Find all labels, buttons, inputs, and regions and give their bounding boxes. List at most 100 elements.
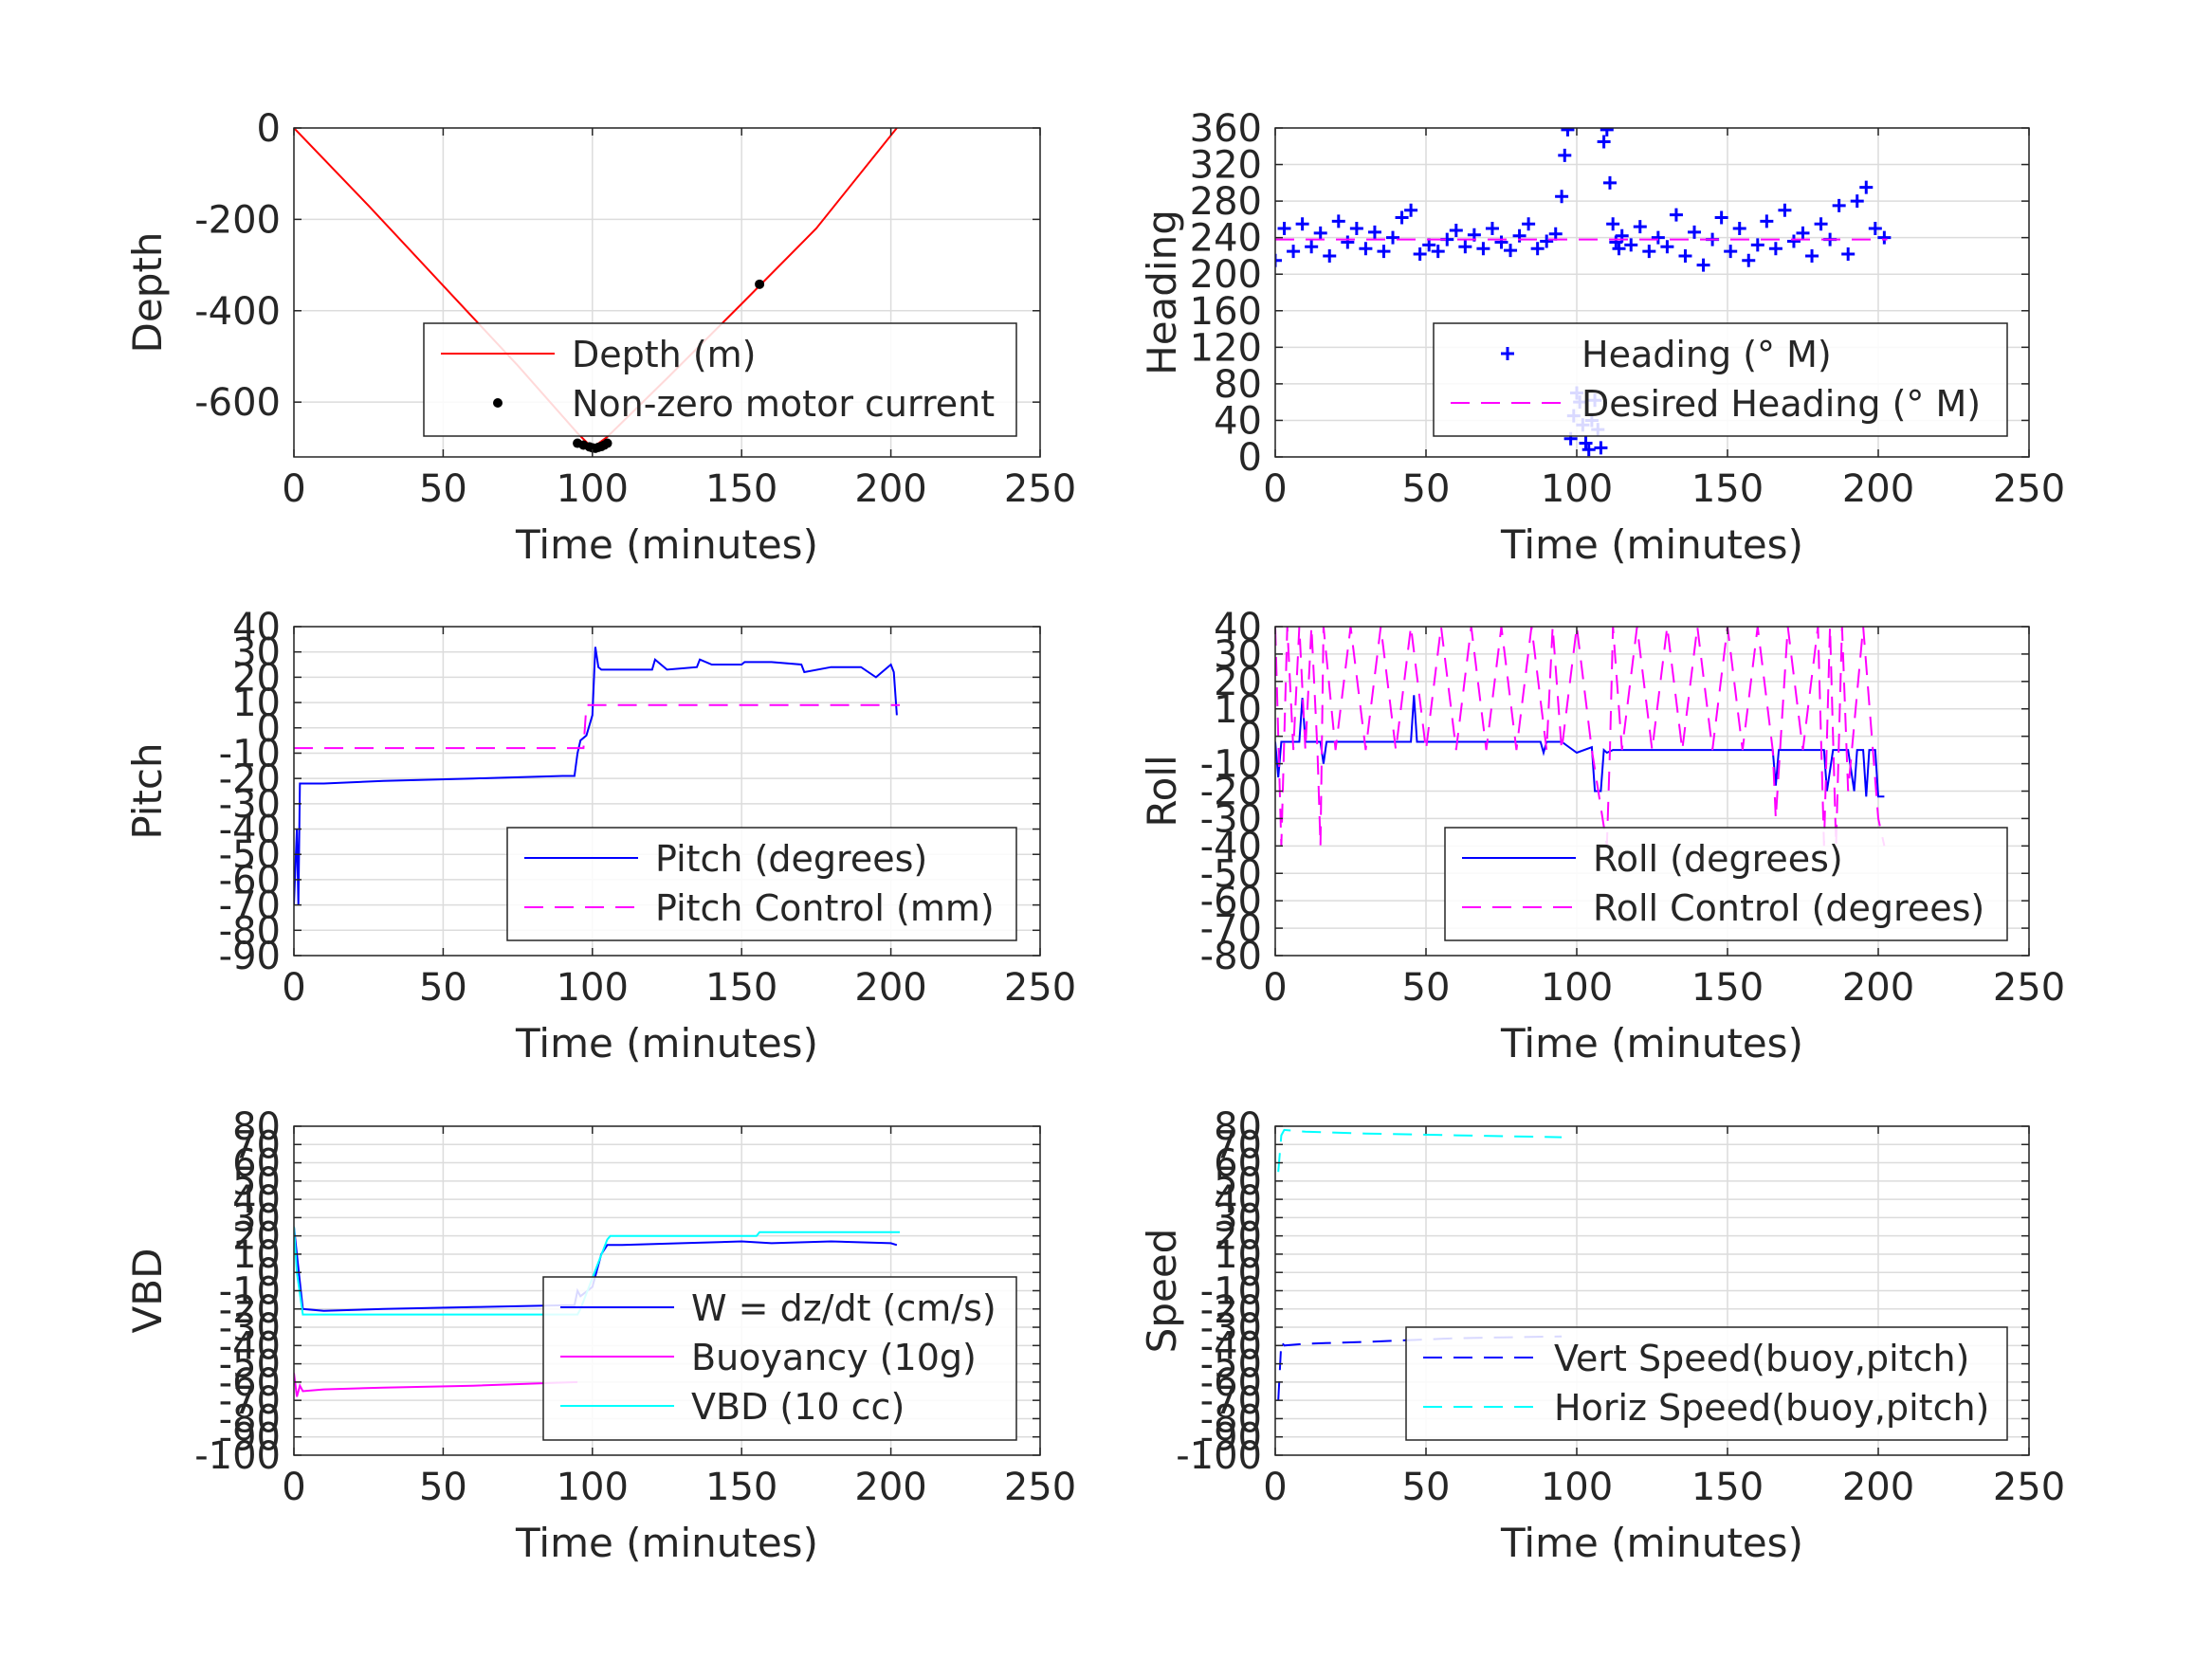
legend-box [542,1276,1017,1441]
y-tick-label: 0 [1238,716,1262,759]
legend-label: Roll Control (degrees) [1593,887,1984,929]
data-point [1341,235,1355,249]
data-point [1633,220,1647,234]
legend-label: VBD (10 cc) [691,1386,905,1428]
y-tick-label: -50 [219,833,281,877]
y-tick-label: 40 [1214,399,1262,443]
y-tick-label: -100 [1176,1434,1262,1478]
data-point [1561,128,1575,137]
y-tick-label: 30 [232,1196,281,1240]
data-point [1602,175,1617,190]
data-point [1504,244,1518,258]
y-tick-label: 20 [232,1215,281,1259]
y-tick-label: -80 [219,1397,281,1441]
x-tick-label: 250 [1993,467,2065,511]
data-point [1732,222,1746,236]
x-axis-label: Time (minutes) [1500,1020,1803,1066]
x-axis-label: Time (minutes) [515,1520,818,1566]
data-point [1476,242,1490,256]
y-tick-label: -70 [219,884,281,928]
x-tick-label: 50 [1402,1466,1451,1509]
legend: W = dz/dt (cm/s) Buoyancy (10g) VBD (10 cc… [542,1276,1017,1441]
y-tick-label: -20 [219,757,281,801]
y-tick-label: -70 [1200,1379,1262,1423]
data-point [1594,441,1608,455]
x-tick-label: 100 [557,966,629,1010]
y-tick-label: 40 [232,1178,281,1222]
x-tick-label: 150 [1691,467,1764,511]
y-tick-label: 70 [1214,1123,1262,1167]
legend-label: Heading (° M) [1581,334,1832,375]
chart-panel-3: 0 50 100 150 200 250403020100-10-20-30-40-50-… [124,606,1076,1066]
x-tick-label: 50 [419,467,467,511]
x-tick-label: 150 [1691,1466,1764,1509]
y-axis-label: VBD [124,1249,171,1334]
x-tick-label: 50 [419,966,467,1010]
y-tick-label: 80 [1214,363,1262,407]
x-tick-label: 0 [1263,467,1287,511]
series-line [294,1373,578,1397]
legend-swatch [493,398,503,408]
x-tick-label: 200 [1842,467,1914,511]
y-tick-label: 20 [1214,661,1262,704]
y-tick-label: 50 [232,1160,281,1204]
y-tick-label: 60 [1214,1142,1262,1186]
x-axis-label: Time (minutes) [1500,521,1803,568]
data-point [1714,210,1728,225]
data-point [1530,242,1545,256]
chart-panel-4: 0 50 100 150 200 250403020100-10-20-30-40-50-… [1139,606,2065,1066]
data-point [1786,234,1801,248]
data-point [1612,242,1626,256]
axes-frame [293,127,1041,458]
data-point [1696,258,1710,272]
data-point [1555,190,1569,204]
series-line [294,703,900,750]
y-tick-label: -30 [219,783,281,827]
data-point [1305,240,1319,254]
data-point [1841,247,1856,262]
x-axis-label: Time (minutes) [515,1020,818,1066]
y-tick-label: -30 [219,1306,281,1350]
legend-box [506,827,1017,941]
x-tick-label: 200 [1842,1466,1914,1509]
data-point [1349,222,1363,236]
data-point [1877,230,1892,245]
data-point [1558,148,1572,162]
y-tick-label: 40 [232,606,281,649]
data-point [1404,203,1418,217]
data-point [1386,230,1400,245]
x-tick-label: 250 [1004,1466,1076,1509]
x-tick-label: 200 [1842,966,1914,1010]
y-tick-label: -40 [219,809,281,852]
y-tick-label: -50 [219,1343,281,1387]
data-point [602,438,612,448]
y-tick-label: 20 [1214,1215,1262,1259]
y-axis-label: Speed [1139,1229,1185,1354]
data-point [1805,248,1819,263]
series-line [1275,695,1885,798]
y-tick-label: -600 [194,381,281,425]
data-point [1395,210,1409,225]
y-tick-label: -40 [1200,1324,1262,1368]
y-tick-label: -90 [219,1416,281,1460]
legend-label: Depth (m) [572,334,757,375]
legend: Heading (° M) Desired Heading (° M) [1433,322,2008,437]
y-tick-label: 10 [1214,688,1262,732]
data-point [1688,225,1702,239]
chart-panel-5: 0 50 100 150 200 25080706050403020100-10-20-3… [124,1105,1076,1566]
data-point [1678,248,1692,263]
y-tick-label: 0 [257,1251,281,1295]
x-axis-label: Time (minutes) [515,521,818,568]
y-tick-label: 20 [232,656,281,700]
y-axis-label: Depth [124,232,171,354]
data-point [1760,214,1774,228]
legend-label: W = dz/dt (cm/s) [691,1287,996,1329]
x-tick-label: 100 [1541,467,1613,511]
y-tick-label: -40 [219,1324,281,1368]
y-tick-label: 80 [1214,1105,1262,1149]
data-point [1295,217,1309,231]
y-tick-label: -80 [1200,1397,1262,1441]
y-tick-label: -60 [1200,1361,1262,1405]
x-tick-label: 0 [1263,966,1287,1010]
series-group [294,647,900,905]
